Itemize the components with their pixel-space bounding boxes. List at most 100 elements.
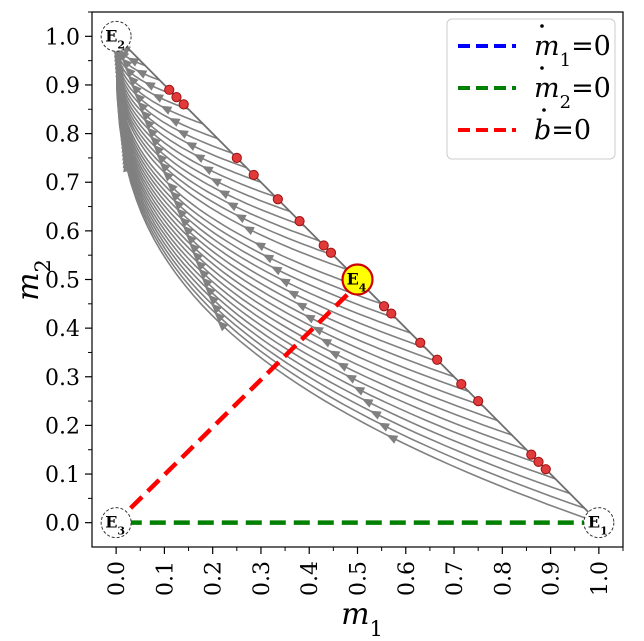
flow-arrow [353, 386, 366, 396]
y-axis-title: m2 [11, 259, 55, 301]
x-tick-label: 0.6 [395, 561, 420, 596]
x-tick-label: 0.2 [202, 561, 227, 596]
boundary-point [533, 456, 544, 467]
flow-arrow [146, 127, 158, 139]
boundary-point [231, 152, 242, 164]
legend-box [446, 18, 616, 160]
boundary-point [325, 247, 337, 258]
equilibria: E1 E2 E3 E4 [100, 20, 615, 539]
flow-arrow [179, 216, 191, 228]
x-tick-label: 0.4 [298, 561, 323, 596]
flow-arrow [361, 398, 374, 408]
streamline [115, 36, 262, 183]
flow-arrow [210, 303, 222, 315]
flow-arrow [369, 410, 382, 420]
equilibrium-marker [100, 507, 132, 539]
flow-arrow [143, 81, 156, 91]
flow-arrow [193, 153, 206, 163]
boundary-point [415, 337, 426, 348]
flow-arrow [198, 268, 210, 280]
flow-arrow [133, 92, 146, 104]
boundary-point [456, 378, 467, 390]
flow-arrow [217, 320, 229, 332]
flow-arrow [159, 161, 171, 173]
flow-arrow [201, 277, 213, 289]
boundary-points [164, 84, 551, 475]
streamline [115, 36, 426, 349]
legend-label: m1=0 [534, 31, 611, 71]
flow-arrow [121, 58, 133, 70]
flow-arrow [162, 170, 174, 182]
flow-arrow [254, 242, 266, 252]
boundary-point [432, 354, 443, 365]
x-tick-label: 0.5 [347, 561, 372, 596]
streamline [115, 36, 368, 290]
boundary-point [294, 216, 305, 227]
flow-arrow [172, 199, 185, 211]
x-tick-label: 0.9 [540, 561, 565, 596]
flow-arrow [191, 251, 204, 263]
legend-dot [542, 108, 546, 112]
equilibrium-marker [341, 263, 374, 296]
streamline [115, 36, 382, 305]
nullclines [125, 292, 585, 525]
x-tick-label: 1.0 [588, 561, 613, 596]
flow-arrow [140, 110, 152, 121]
flow-arrow [312, 326, 324, 336]
streamline [115, 36, 527, 451]
legend-label: b=0 [534, 115, 591, 146]
flow-arrow [210, 177, 222, 187]
streamline [115, 36, 571, 495]
streamline [115, 36, 349, 271]
flow-arrow [118, 49, 130, 61]
y-tick-label: 1.0 [45, 25, 80, 50]
streamline [115, 36, 189, 111]
streamline [115, 36, 498, 422]
streamline [115, 36, 320, 242]
flow-arrow [143, 118, 155, 130]
flow-arrow [195, 259, 207, 271]
y-tick-label: 0.8 [45, 123, 80, 148]
boundary-point [386, 308, 397, 319]
flow-arrow [378, 422, 390, 432]
flow-arrow [166, 182, 178, 193]
flow-arrow [336, 362, 349, 372]
equilibrium-label: E4 [347, 270, 367, 295]
flow-arrow [135, 69, 148, 79]
y-tick-label: 0.9 [45, 74, 80, 99]
flow-arrow [204, 285, 216, 297]
streamline [115, 36, 305, 227]
y-tick-label: 0.3 [45, 366, 80, 391]
flow-arrow [345, 374, 357, 384]
streamline [115, 36, 469, 393]
boundary-point [540, 464, 551, 475]
streamline [115, 36, 484, 407]
nullcline-line [129, 292, 350, 510]
legend-dot [540, 66, 544, 70]
streamline [115, 36, 334, 256]
boundary-point [272, 194, 283, 205]
flow-arrow [287, 290, 300, 300]
y-tick-label: 0.6 [45, 220, 80, 245]
flow-arrow [234, 214, 247, 224]
x-tick-label: 0.3 [250, 561, 275, 596]
x-tick-label: 0.1 [153, 561, 178, 596]
x-tick-label: 0.8 [491, 561, 516, 596]
streamline [115, 36, 556, 480]
flow-arrow [303, 314, 316, 324]
flow-arrow [214, 311, 226, 323]
flow-arrow [160, 105, 173, 115]
flow-arrow [182, 225, 194, 237]
flow-arrow [176, 129, 189, 139]
boundary-point [164, 84, 175, 95]
y-tick-label: 0.0 [45, 512, 80, 537]
streamline [115, 36, 276, 198]
legend-dot [540, 24, 544, 28]
streamline [115, 36, 455, 378]
streamline [115, 36, 585, 509]
equilibrium-label: E2 [105, 26, 125, 51]
x-tick-label: 0.7 [443, 561, 468, 596]
flow-arrow [168, 117, 181, 127]
flow-arrow [152, 144, 164, 156]
flow-arrow [169, 190, 181, 202]
